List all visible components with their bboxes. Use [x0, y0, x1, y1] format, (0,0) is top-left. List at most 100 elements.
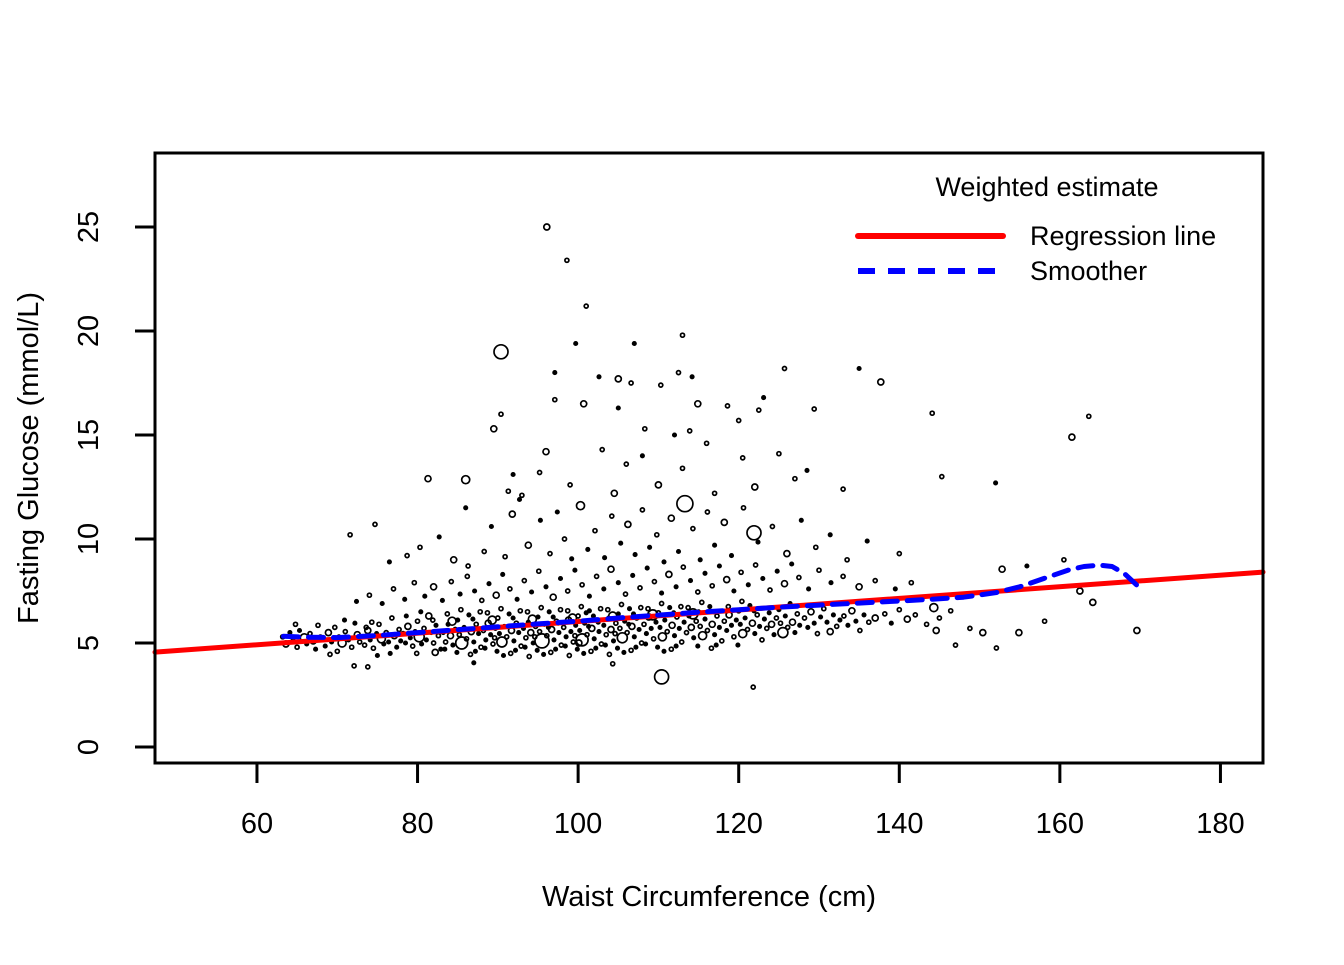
data-point	[716, 563, 722, 569]
x-tick-label: 80	[401, 808, 433, 840]
legend: Weighted estimate Regression line Smooth…	[855, 172, 1216, 286]
y-tick-label: 0	[73, 739, 105, 755]
data-point	[602, 642, 608, 648]
data-point	[655, 644, 661, 650]
data-point	[423, 637, 429, 643]
data-point	[998, 565, 1006, 574]
data-point	[402, 640, 409, 646]
data-point	[596, 374, 602, 380]
data-point	[430, 640, 437, 646]
data-point	[557, 575, 564, 582]
data-point	[792, 630, 798, 636]
data-point	[477, 608, 484, 615]
data-point	[731, 633, 737, 640]
data-point	[876, 378, 885, 386]
data-point	[473, 621, 480, 628]
data-point	[667, 605, 673, 611]
data-point	[529, 589, 535, 595]
data-point	[407, 635, 413, 641]
data-point	[623, 461, 630, 467]
x-axis: 60 80 100 120 140 160 180	[241, 763, 1245, 840]
data-point	[324, 628, 333, 637]
data-point	[704, 509, 711, 515]
data-point	[562, 643, 568, 649]
data-point	[657, 382, 664, 388]
data-point	[593, 573, 600, 580]
data-point	[769, 523, 776, 530]
data-point	[1024, 563, 1030, 569]
data-point	[845, 622, 851, 628]
data-point	[572, 567, 578, 573]
data-point	[704, 627, 711, 634]
data-point	[788, 618, 797, 627]
data-point	[444, 611, 451, 617]
data-point	[396, 626, 402, 633]
data-point	[570, 639, 577, 645]
data-point	[409, 643, 416, 649]
data-point	[411, 579, 418, 586]
data-point	[542, 223, 551, 231]
data-point	[492, 591, 501, 600]
data-point	[447, 616, 457, 627]
data-point	[436, 534, 442, 540]
data-point	[429, 617, 436, 623]
data-point	[471, 660, 477, 666]
data-point	[685, 604, 691, 611]
data-point	[881, 611, 888, 617]
data-point	[731, 588, 737, 594]
data-point	[796, 574, 802, 581]
data-point	[607, 565, 615, 574]
data-point	[454, 649, 460, 655]
data-point	[507, 586, 513, 592]
data-point	[586, 593, 592, 599]
data-point	[837, 617, 843, 623]
data-point	[708, 645, 715, 652]
data-point	[590, 613, 596, 619]
data-point	[617, 625, 623, 632]
data-point	[903, 615, 912, 623]
data-point	[419, 641, 425, 647]
data-point	[613, 620, 619, 627]
data-point	[707, 604, 713, 610]
data-point	[739, 455, 746, 461]
data-point	[621, 649, 627, 655]
data-point	[767, 620, 776, 629]
data-point	[390, 586, 397, 592]
data-point	[676, 494, 694, 513]
data-point	[761, 616, 767, 622]
data-point	[351, 663, 357, 669]
data-point	[668, 621, 676, 630]
data-point	[774, 568, 780, 574]
data-point	[551, 396, 558, 403]
y-tick-label: 15	[73, 419, 105, 451]
data-point	[448, 578, 455, 585]
data-point	[603, 631, 610, 638]
data-point	[661, 559, 667, 565]
data-point	[818, 614, 824, 620]
data-point	[327, 651, 333, 658]
data-point	[693, 399, 702, 408]
data-point	[993, 645, 1000, 651]
data-point	[687, 578, 694, 584]
data-point	[853, 618, 859, 624]
data-point	[680, 564, 687, 570]
data-point	[641, 621, 647, 628]
data-point	[608, 513, 615, 519]
data-point	[424, 612, 433, 620]
data-point	[347, 531, 353, 538]
data-point	[561, 536, 568, 542]
data-point	[647, 544, 653, 550]
data-point	[633, 644, 639, 650]
data-point	[546, 609, 552, 615]
data-point	[466, 612, 472, 618]
data-point	[653, 669, 670, 685]
data-point	[661, 648, 667, 654]
data-point	[374, 652, 380, 659]
data-point	[645, 605, 651, 612]
data-point	[454, 636, 469, 650]
data-point	[296, 627, 303, 634]
data-point	[665, 570, 673, 579]
data-point	[636, 626, 642, 633]
data-point	[481, 548, 488, 555]
